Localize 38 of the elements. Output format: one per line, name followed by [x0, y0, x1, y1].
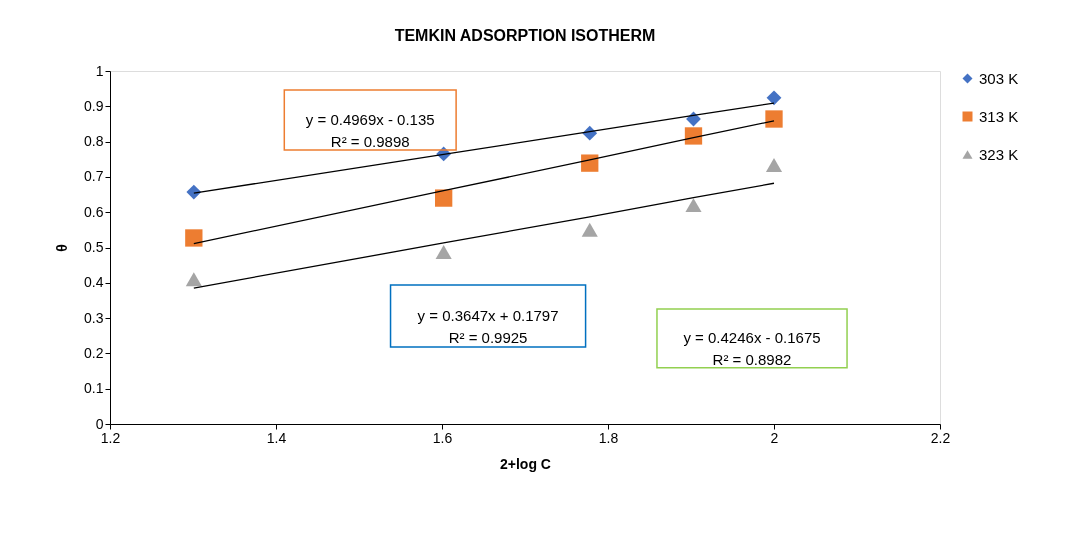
- annotation: y = 0.4246x - 0.1675 R² = 0.8982: [683, 329, 821, 369]
- y-tick-label: 0.4: [84, 274, 104, 291]
- y-tick-label: 0.9: [84, 97, 104, 114]
- x-tick-label: 2: [770, 429, 779, 446]
- y-tick-label: 0.1: [84, 380, 104, 397]
- point: [684, 127, 703, 145]
- point: [435, 189, 453, 207]
- point: [185, 272, 202, 287]
- point: [581, 154, 599, 172]
- x-tick-label: 1.2: [100, 429, 121, 446]
- legend-label: 313 K: [979, 107, 1019, 125]
- annotation: y = 0.3647x + 0.1797 R² = 0.9925: [417, 306, 559, 346]
- point: [685, 198, 702, 213]
- point: [581, 222, 598, 237]
- point: [765, 110, 783, 128]
- y-tick-label: 1: [95, 62, 104, 79]
- x-tick-label: 1.4: [266, 429, 287, 446]
- y-tick-label: 0.7: [84, 168, 104, 185]
- point: [435, 245, 452, 260]
- x-tick-label: 1.8: [598, 429, 619, 446]
- x-tick-label: 2.2: [930, 429, 951, 446]
- legend-label: 303 K: [979, 69, 1019, 87]
- chart-title: TEMKIN ADSORPTION ISOTHERM: [394, 27, 656, 44]
- y-axis-title: θ: [54, 244, 71, 252]
- annotation: y = 0.4969x - 0.135 R² = 0.9898: [305, 111, 435, 151]
- legend-label: 323 K: [979, 145, 1019, 163]
- y-tick-label: 0.6: [84, 203, 104, 220]
- y-tick-label: 0.2: [84, 344, 104, 361]
- point: [185, 229, 203, 247]
- y-tick-label: 0.8: [84, 133, 104, 150]
- point: [765, 157, 783, 172]
- y-tick-label: 0.3: [84, 309, 104, 326]
- x-tick-label: 1.6: [432, 429, 453, 446]
- y-tick-label: 0.5: [84, 239, 104, 255]
- point: [186, 184, 202, 200]
- y-tick-label: 0: [95, 415, 104, 432]
- x-axis-title: 2+log C: [500, 455, 551, 472]
- point: [766, 90, 782, 106]
